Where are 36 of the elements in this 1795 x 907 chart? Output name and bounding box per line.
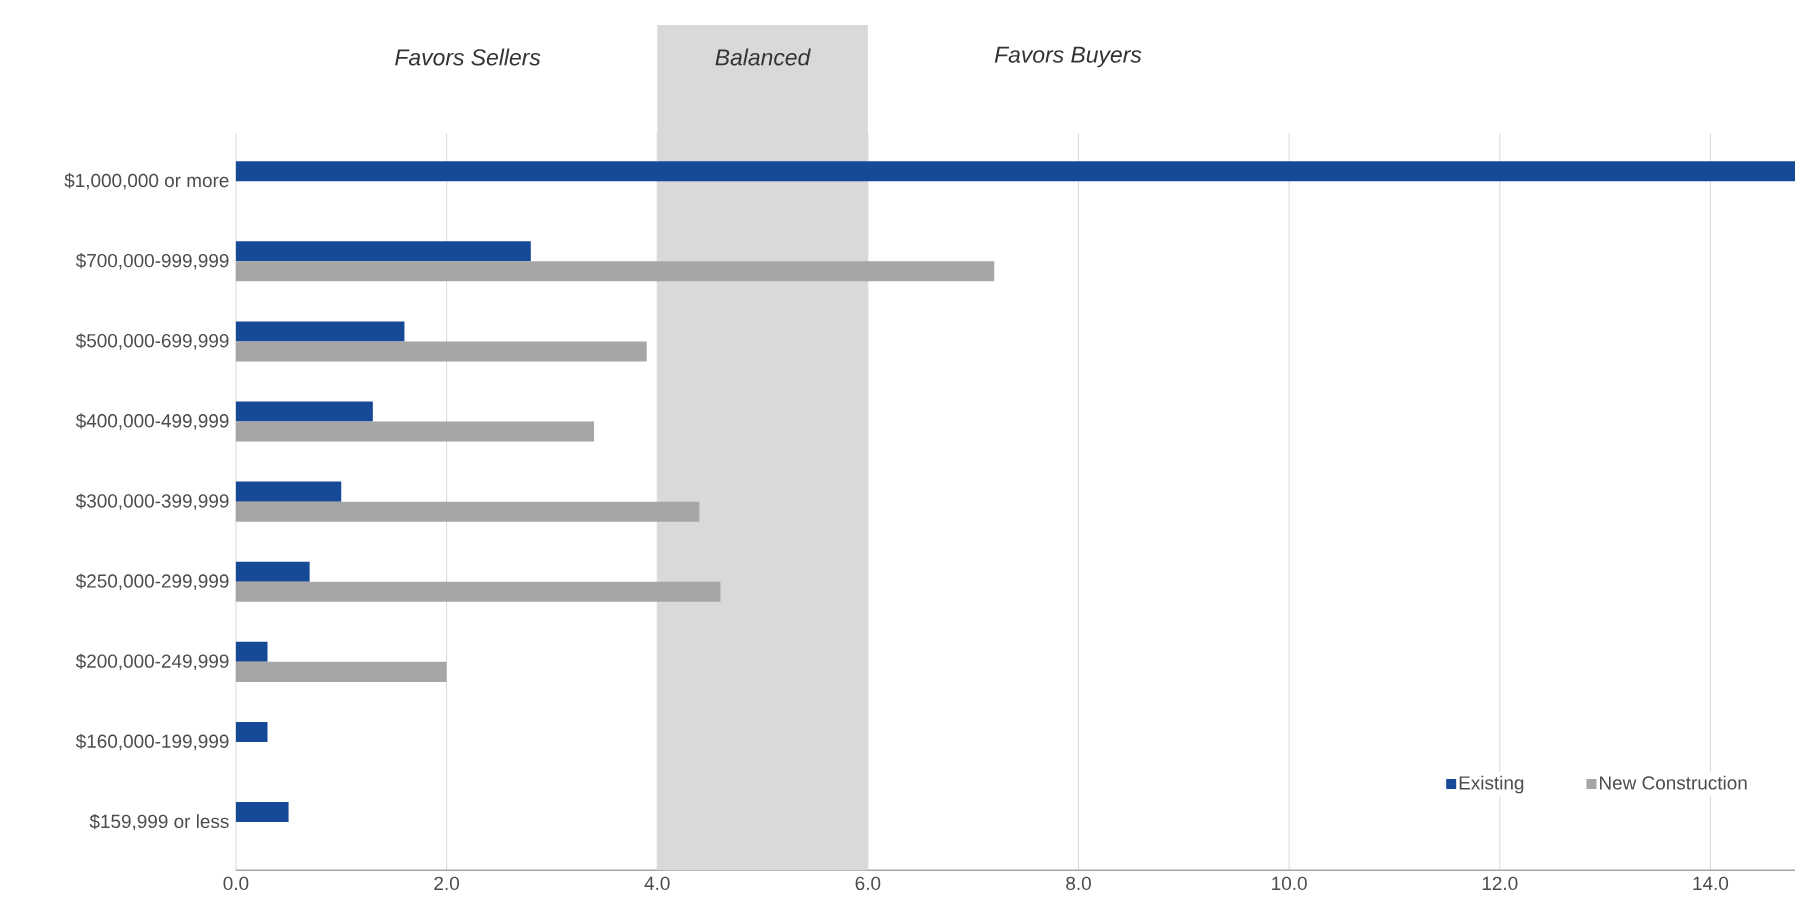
x-tick-label: 6.0 xyxy=(855,876,881,891)
bar xyxy=(235,661,447,682)
bar xyxy=(235,641,268,662)
text: Favors Buyers xyxy=(994,46,1142,68)
x-tick-label: 14.0 xyxy=(1693,876,1729,891)
bar xyxy=(235,481,342,502)
y-tick-label: $300,000-399,999 xyxy=(75,493,229,510)
x-tick-label: 10.0 xyxy=(1272,876,1307,891)
bar xyxy=(235,802,289,823)
y-tick-label: $500,000-699,999 xyxy=(75,333,229,350)
y-tick-label: $250,000-299,999 xyxy=(75,573,229,590)
x-tick-label: 2.0 xyxy=(434,876,459,891)
band-label: Balanced xyxy=(715,48,811,66)
y-tick-label: $159,999 or less xyxy=(89,813,229,831)
bar xyxy=(235,721,268,742)
y-tick-label: $1,000,000 or more xyxy=(64,173,229,190)
bar xyxy=(235,401,373,422)
legend-label: New Construction xyxy=(1600,775,1747,790)
y-tick-label: $200,000-249,999 xyxy=(75,653,229,671)
bar xyxy=(235,321,405,342)
bar xyxy=(235,261,995,282)
y-tick-label: $160,000-199,999 xyxy=(75,733,229,751)
bar xyxy=(235,561,310,582)
bar xyxy=(235,501,700,522)
y-tick-label: $700,000-999,999 xyxy=(75,253,229,270)
bar xyxy=(235,341,647,362)
bar xyxy=(235,241,531,262)
x-tick-label: 8.0 xyxy=(1066,876,1091,891)
legend-label: Existing xyxy=(1459,775,1524,794)
bar xyxy=(235,581,721,602)
bar xyxy=(235,421,595,442)
x-tick-label: 4.0 xyxy=(644,876,670,891)
x-tick-label: 12.0 xyxy=(1482,876,1518,891)
text: Favors Sellers xyxy=(395,48,541,66)
y-tick-label: $400,000-499,999 xyxy=(75,413,229,430)
x-tick-label: 0.0 xyxy=(223,876,249,891)
